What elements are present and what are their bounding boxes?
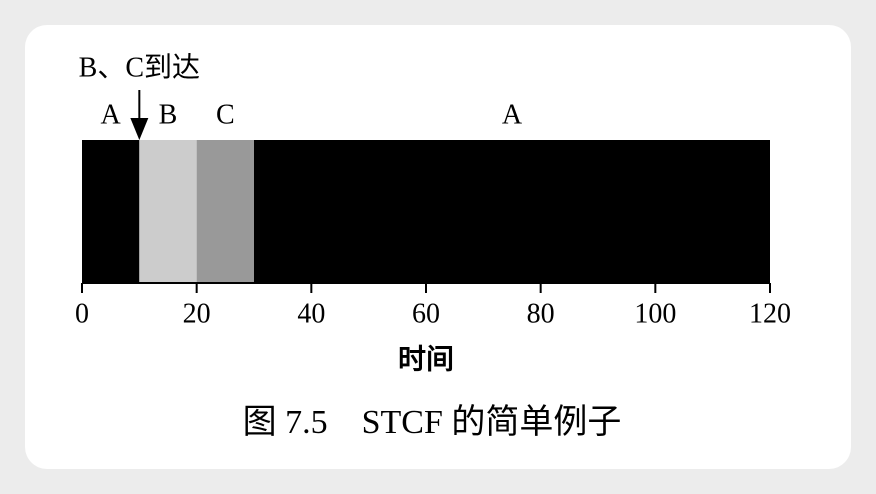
x-axis-label: 时间 bbox=[398, 343, 454, 375]
annotation: B、C到达 bbox=[79, 51, 200, 83]
x-tick-label: 100 bbox=[634, 298, 676, 329]
segment-label: A bbox=[502, 99, 523, 130]
x-tick-label: 0 bbox=[75, 298, 89, 329]
segment bbox=[254, 140, 770, 283]
segment bbox=[139, 140, 197, 283]
x-tick-label: 60 bbox=[412, 298, 440, 329]
segment-label: B bbox=[159, 99, 178, 130]
x-tick-label: 80 bbox=[527, 298, 555, 329]
segment-label: C bbox=[216, 99, 235, 130]
x-tick-label: 40 bbox=[297, 298, 325, 329]
chart-title: 图 7.5 STCF 的简单例子 bbox=[243, 403, 622, 441]
segment-label: A bbox=[101, 99, 122, 130]
segment bbox=[196, 140, 254, 283]
annotation-arrowhead bbox=[130, 118, 149, 140]
x-tick-label: 20 bbox=[183, 298, 211, 329]
x-tick-label: 120 bbox=[749, 298, 791, 329]
segment bbox=[82, 140, 140, 283]
